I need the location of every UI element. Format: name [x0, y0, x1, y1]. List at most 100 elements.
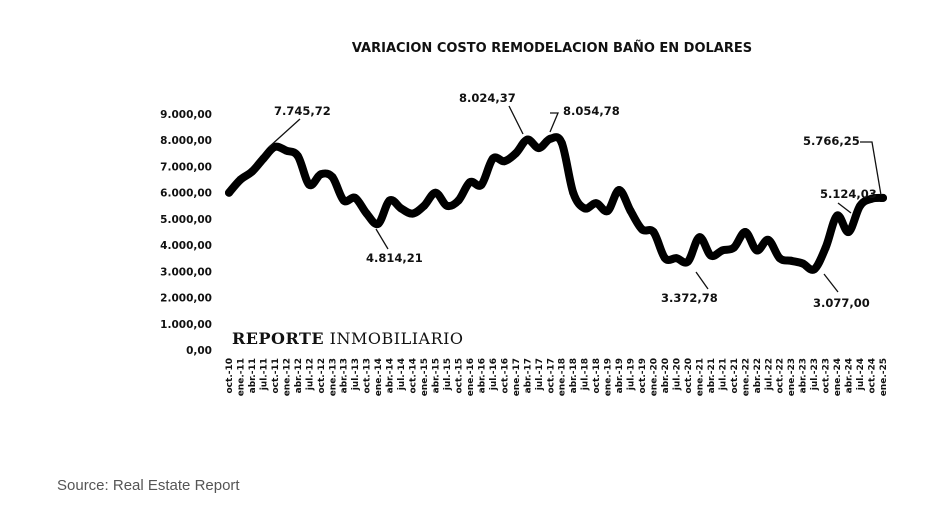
- x-tick-label: oct.-21: [730, 358, 740, 394]
- x-tick-label: jul.-16: [489, 358, 499, 391]
- data-point: [328, 172, 337, 181]
- y-tick-label: 9.000,00: [160, 109, 212, 121]
- y-tick-label: 0,00: [186, 345, 212, 357]
- x-tick-label: ene.-16: [466, 358, 476, 396]
- x-tick-label: ene.-23: [787, 358, 797, 396]
- x-tick-label: jul.-20: [672, 358, 682, 391]
- data-point: [316, 170, 325, 179]
- data-point: [339, 196, 348, 205]
- data-point: [879, 193, 887, 202]
- data-point: [557, 138, 566, 147]
- y-tick-label: 1.000,00: [160, 319, 212, 331]
- data-point: [362, 209, 371, 218]
- y-tick-label: 2.000,00: [160, 293, 212, 305]
- x-tick-label: ene.-11: [236, 358, 246, 396]
- x-tick-label: oct.-13: [363, 358, 373, 394]
- data-point: [259, 154, 268, 163]
- annotation-label: 8.024,37: [459, 91, 516, 105]
- data-point: [821, 243, 830, 252]
- x-tick-label: jul.-11: [259, 358, 269, 391]
- x-tick-label: ene.-24: [833, 358, 843, 396]
- x-tick-label: oct.-10: [225, 358, 235, 394]
- annotation-leader: [549, 112, 559, 133]
- y-tick-label: 3.000,00: [160, 266, 212, 278]
- x-tick-label: oct.-14: [409, 358, 419, 394]
- data-point: [752, 246, 761, 255]
- x-axis: oct.-10 ene.-11 abr.-11 jul.-11 oct.-11 ene.-…: [225, 358, 889, 396]
- data-point: [638, 225, 647, 234]
- x-tick-label: abr.-18: [569, 358, 579, 393]
- annotation-leader: [695, 271, 709, 290]
- y-axis: 0,00 1.000,00 2.000,00 3.000,00 4.000,00 5.00…: [160, 109, 212, 357]
- x-tick-label: jul.-18: [581, 358, 591, 391]
- data-point: [718, 246, 727, 255]
- x-tick-label: ene.-21: [695, 358, 705, 396]
- x-tick-label: jul.-17: [535, 358, 545, 391]
- data-point: [810, 265, 819, 274]
- x-tick-label: abr.-23: [799, 358, 809, 393]
- y-tick-label: 7.000,00: [160, 161, 212, 173]
- x-tick-label: ene.-15: [420, 358, 430, 396]
- x-tick-label: abr.-14: [386, 358, 396, 393]
- x-tick-label: oct.-22: [776, 358, 786, 394]
- data-point: [385, 196, 394, 205]
- data-point: [592, 199, 601, 208]
- data-point: [764, 235, 773, 244]
- x-tick-label: ene.-12: [282, 358, 292, 396]
- x-tick-label: jul.-14: [397, 358, 407, 391]
- y-tick-label: 6.000,00: [160, 188, 212, 200]
- x-tick-label: jul.-24: [856, 358, 866, 391]
- annotation-leader: [860, 141, 882, 196]
- x-tick-label: ene.-17: [512, 358, 522, 396]
- x-tick-label: ene.-14: [374, 358, 384, 396]
- data-point: [465, 178, 474, 187]
- data-point: [431, 188, 440, 197]
- annotation-label: 8.054,78: [563, 104, 620, 118]
- data-point: [569, 188, 578, 197]
- data-point: [408, 209, 417, 218]
- chart-title: VARIACION COSTO REMODELACION BAÑO EN DOL…: [352, 40, 752, 56]
- data-point: [867, 194, 876, 203]
- annotation-label: 7.745,72: [274, 104, 331, 118]
- data-point: [615, 186, 624, 194]
- data-point: [546, 134, 555, 143]
- annotation-label: 4.814,21: [366, 251, 423, 265]
- data-point: [683, 257, 692, 266]
- data-point: [477, 180, 486, 189]
- data-point: [833, 211, 842, 220]
- x-tick-label: oct.-17: [546, 358, 556, 394]
- x-tick-label: jul.-13: [351, 358, 361, 391]
- x-tick-label: ene.-18: [558, 358, 568, 396]
- y-tick-label: 5.000,00: [160, 214, 212, 226]
- annotation-label: 5.124,03: [820, 187, 877, 201]
- data-point: [488, 154, 497, 163]
- data-point: [397, 204, 406, 213]
- annotation-leader: [375, 228, 389, 250]
- x-tick-label: oct.-23: [822, 358, 832, 394]
- x-tick-label: abr.-15: [432, 358, 442, 393]
- x-tick-label: oct.-24: [868, 358, 878, 394]
- data-point: [706, 251, 715, 260]
- series-line: [225, 133, 887, 274]
- annotation-leader: [268, 118, 301, 148]
- data-point: [741, 228, 750, 236]
- data-point: [270, 142, 279, 151]
- annotation-label: 3.372,78: [661, 291, 718, 305]
- x-tick-label: oct.-19: [638, 358, 648, 394]
- x-tick-label: ene.-13: [328, 358, 338, 396]
- watermark: REPORTE INMOBILIARIO: [232, 329, 464, 348]
- watermark-regular: INMOBILIARIO: [324, 329, 463, 348]
- data-point: [247, 167, 256, 176]
- x-tick-label: abr.-24: [845, 358, 855, 393]
- x-tick-label: jul.-22: [764, 358, 774, 391]
- data-point: [856, 201, 865, 210]
- annotation-leader: [823, 273, 839, 293]
- x-tick-label: jul.-12: [305, 358, 315, 391]
- y-tick-label: 4.000,00: [160, 240, 212, 252]
- data-point: [351, 193, 360, 202]
- x-tick-label: abr.-17: [523, 358, 533, 393]
- x-tick-label: ene.-20: [650, 358, 660, 396]
- x-tick-label: abr.-12: [294, 358, 304, 393]
- data-point: [225, 188, 233, 197]
- data-point: [603, 207, 612, 215]
